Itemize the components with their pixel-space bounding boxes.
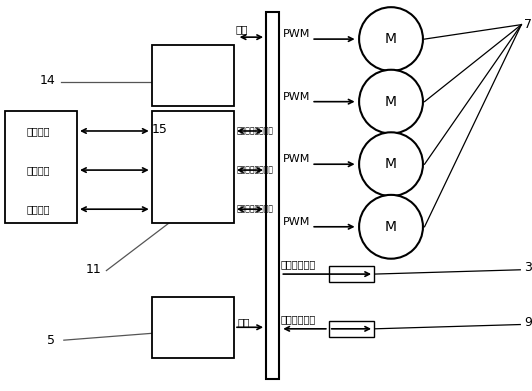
- Text: 控制命令数据收发: 控制命令数据收发: [237, 126, 274, 136]
- Text: 数据: 数据: [236, 24, 248, 34]
- Text: 5: 5: [46, 334, 55, 347]
- Bar: [5, 111, 77, 223]
- Bar: [152, 111, 234, 223]
- Text: 11: 11: [85, 263, 101, 276]
- Text: M: M: [385, 157, 397, 171]
- Text: 15: 15: [152, 122, 168, 136]
- Text: 3: 3: [524, 261, 532, 274]
- Text: PWM: PWM: [283, 29, 311, 39]
- Text: PWM: PWM: [283, 91, 311, 102]
- Text: 电压采集数据: 电压采集数据: [280, 259, 315, 269]
- Text: 7: 7: [524, 18, 532, 31]
- Bar: [329, 321, 374, 337]
- Ellipse shape: [359, 195, 423, 259]
- Ellipse shape: [359, 70, 423, 134]
- Bar: [266, 12, 279, 379]
- Text: M: M: [385, 32, 397, 46]
- Text: 电源: 电源: [237, 317, 250, 328]
- Text: 视频数据: 视频数据: [27, 204, 50, 214]
- Text: 9: 9: [524, 316, 532, 329]
- Text: 控制命令: 控制命令: [27, 126, 50, 136]
- Text: M: M: [385, 95, 397, 109]
- Bar: [152, 45, 234, 106]
- Text: 摄像雷达数据: 摄像雷达数据: [280, 314, 315, 325]
- Text: 电压采集数据收发: 电压采集数据收发: [237, 165, 274, 175]
- Ellipse shape: [359, 132, 423, 196]
- Text: PWM: PWM: [283, 217, 311, 227]
- Bar: [329, 266, 374, 282]
- Text: 14: 14: [40, 74, 56, 87]
- Text: M: M: [385, 220, 397, 234]
- Text: PWM: PWM: [283, 154, 311, 164]
- Text: 电压信号: 电压信号: [27, 165, 50, 175]
- Bar: [152, 297, 234, 358]
- Ellipse shape: [359, 7, 423, 71]
- Text: 视频图像数据收发: 视频图像数据收发: [237, 204, 274, 214]
